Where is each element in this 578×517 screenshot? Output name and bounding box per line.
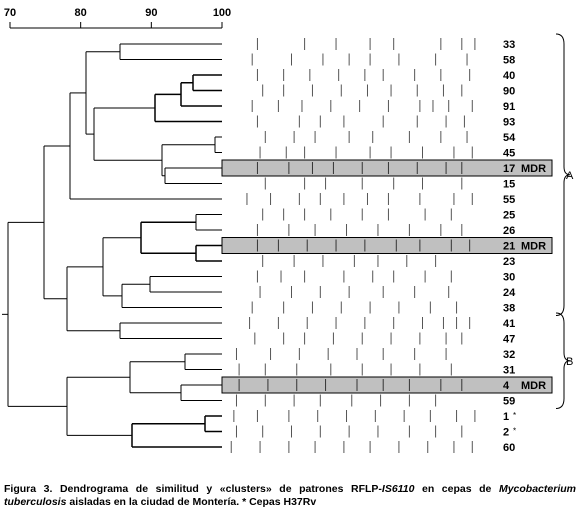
cluster-bracket-B [555,312,571,409]
band-row-59: 59 [235,394,515,408]
band-row-1: 1 * [233,410,516,423]
band-row-32: 32 [235,348,515,361]
band-row-4: 4 MDR [221,376,553,394]
strain-label: 47 [503,334,515,346]
h37rv-marker: * [513,411,516,420]
band-row-41: 41 [249,317,515,330]
strain-label: 93 [503,117,515,129]
strain-label: 41 [503,318,515,330]
band-row-17: 17 MDR [221,159,553,177]
band-row-90: 90 [262,84,515,98]
band-row-21: 21 MDR [221,237,553,254]
strain-label: 32 [503,349,515,361]
strain-label: 33 [503,39,515,51]
strain-label: 31 [503,365,515,377]
strain-label: 23 [503,256,515,268]
strain-label: 21 [503,241,515,253]
strain-label: 59 [503,396,515,408]
strain-label: 17 [503,163,515,175]
strain-label: 54 [503,132,516,144]
strain-label: 58 [503,55,515,67]
strain-label: 40 [503,70,515,82]
band-row-47: 47 [254,332,515,346]
strain-label: 91 [503,101,515,113]
band-row-60: 60 [230,441,515,454]
strain-label: 2 [503,427,509,439]
scale-tick-label: 100 [213,7,231,19]
cluster-bracket-A [555,33,571,316]
cluster-brackets: AB [555,33,574,409]
scale-tick-label: 70 [4,7,16,19]
band-row-93: 93 [256,115,515,129]
band-row-26: 26 [256,224,515,237]
strain-label: 30 [503,272,515,284]
mdr-highlight-box [221,376,553,394]
strain-label: 26 [503,225,515,237]
strain-label: 25 [503,210,515,222]
band-row-58: 58 [251,53,515,67]
band-row-15: 15 [264,177,515,191]
strain-label: 4 [503,380,510,392]
dendrogram-tree [2,43,222,448]
band-row-24: 24 [259,286,516,299]
strain-label: 38 [503,303,515,315]
similarity-scale: 70 80 90 100 [4,7,231,29]
strain-label: 45 [503,148,515,160]
band-row-38: 38 [251,301,515,315]
mdr-marker: MDR [521,241,546,253]
strain-label: 15 [503,179,515,191]
band-row-2: 2 * [235,425,516,439]
strain-label: 24 [503,287,516,299]
band-row-91: 91 [251,100,515,113]
strain-label: 90 [503,86,515,98]
scale-tick-label: 90 [145,7,157,19]
band-row-55: 55 [246,193,515,206]
band-row-33: 33 [256,38,515,51]
mdr-highlight-box [221,159,553,177]
band-row-31: 31 [238,363,515,377]
band-row-54: 54 [264,131,516,144]
band-row-23: 23 [262,255,515,268]
band-row-40: 40 [256,69,515,82]
band-row-25: 25 [262,208,515,222]
scale-tick-label: 80 [75,7,87,19]
strain-label: 55 [503,194,515,206]
strain-label: 60 [503,442,515,454]
mdr-marker: MDR [521,163,546,175]
cluster-label: B [566,356,573,368]
h37rv-marker: * [513,427,516,436]
strain-label: 1 [503,411,509,423]
figure-caption: Figura 3. Dendrograma de similitud y «cl… [4,483,576,508]
mdr-marker: MDR [521,380,546,392]
cluster-label: A [566,170,574,182]
band-row-30: 30 [256,270,515,284]
band-row-45: 45 [259,146,515,160]
